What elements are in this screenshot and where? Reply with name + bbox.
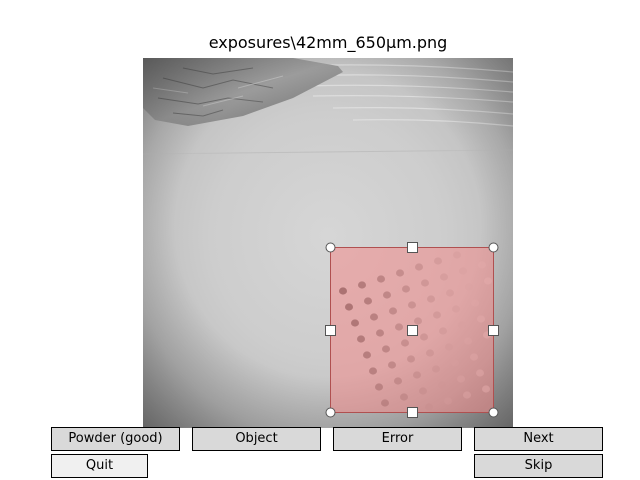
corner-handle-bottom-left[interactable] bbox=[326, 408, 335, 417]
error-button[interactable]: Error bbox=[333, 427, 462, 451]
corner-handle-top-right[interactable] bbox=[489, 243, 498, 252]
corner-handle-bottom-right[interactable] bbox=[489, 408, 498, 417]
corner-handle-top-left[interactable] bbox=[326, 243, 335, 252]
edge-handle-left[interactable] bbox=[326, 326, 336, 336]
center-handle[interactable] bbox=[408, 326, 418, 336]
edge-handle-right[interactable] bbox=[489, 326, 499, 336]
quit-button[interactable]: Quit bbox=[51, 454, 148, 478]
next-button[interactable]: Next bbox=[474, 427, 603, 451]
powder-good-button[interactable]: Powder (good) bbox=[51, 427, 180, 451]
object-button[interactable]: Object bbox=[192, 427, 321, 451]
edge-handle-bottom[interactable] bbox=[408, 408, 418, 418]
edge-handle-top[interactable] bbox=[408, 243, 418, 253]
skip-button[interactable]: Skip bbox=[474, 454, 603, 478]
